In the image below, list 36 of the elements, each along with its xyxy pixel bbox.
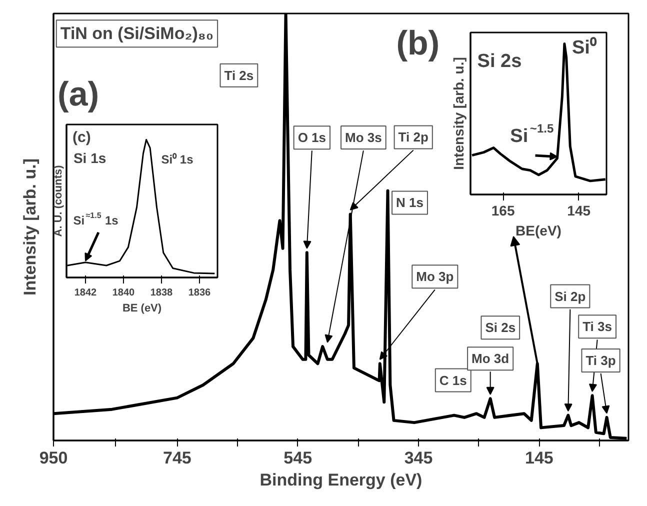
x-tick-label: 345: [404, 448, 433, 468]
x-tick-label: 145: [525, 448, 554, 468]
x-tick-label: 545: [284, 448, 312, 468]
annotation: Si 2s: [485, 320, 516, 336]
x-tick-label: 745: [163, 448, 192, 468]
x-tick-label: 950: [39, 448, 68, 468]
annotation: (a): [58, 76, 100, 114]
annotation: C 1s: [439, 372, 467, 388]
annotation: Mo 3s: [345, 130, 382, 146]
annotation: O 1s: [298, 130, 326, 146]
annotation: Si⁰: [572, 36, 597, 58]
text: Si 1s: [73, 150, 106, 166]
annotation: Ti 2p: [398, 130, 428, 145]
annotation: Mo 3d: [472, 351, 510, 366]
annotation: Si 2p: [554, 288, 586, 304]
y-axis-title: Intensity [arb. u.]: [20, 158, 40, 296]
x-tick-label: 1838: [150, 288, 174, 298]
annotation: Ti 3p: [586, 352, 616, 368]
annotation: N 1s: [396, 195, 424, 210]
annotation: Ti 3s: [582, 319, 612, 334]
x-tick-label: 165: [491, 202, 515, 218]
annotation: (c): [72, 129, 91, 146]
x-axis-title: Binding Energy (eV): [260, 470, 422, 490]
chart-title: Si 2s: [477, 51, 522, 72]
x-tick-label: 1840: [112, 288, 136, 298]
x-tick-label: 1842: [74, 288, 98, 298]
annotation: Ti 2s: [224, 68, 254, 83]
annotation: Mo 3p: [416, 269, 454, 284]
annotation: Si⁰ 1s: [161, 152, 194, 167]
x-axis-title: BE (eV): [122, 302, 162, 314]
x-tick-label: 1836: [188, 288, 212, 298]
x-tick-label: 145: [567, 202, 591, 218]
text: TiN on (Si/SiMo₂)₈₀: [60, 24, 214, 44]
annotation: (b): [396, 24, 440, 62]
y-axis-title: Intensity [arb. u.]: [450, 57, 466, 170]
x-axis-title: BE(eV): [516, 222, 562, 238]
